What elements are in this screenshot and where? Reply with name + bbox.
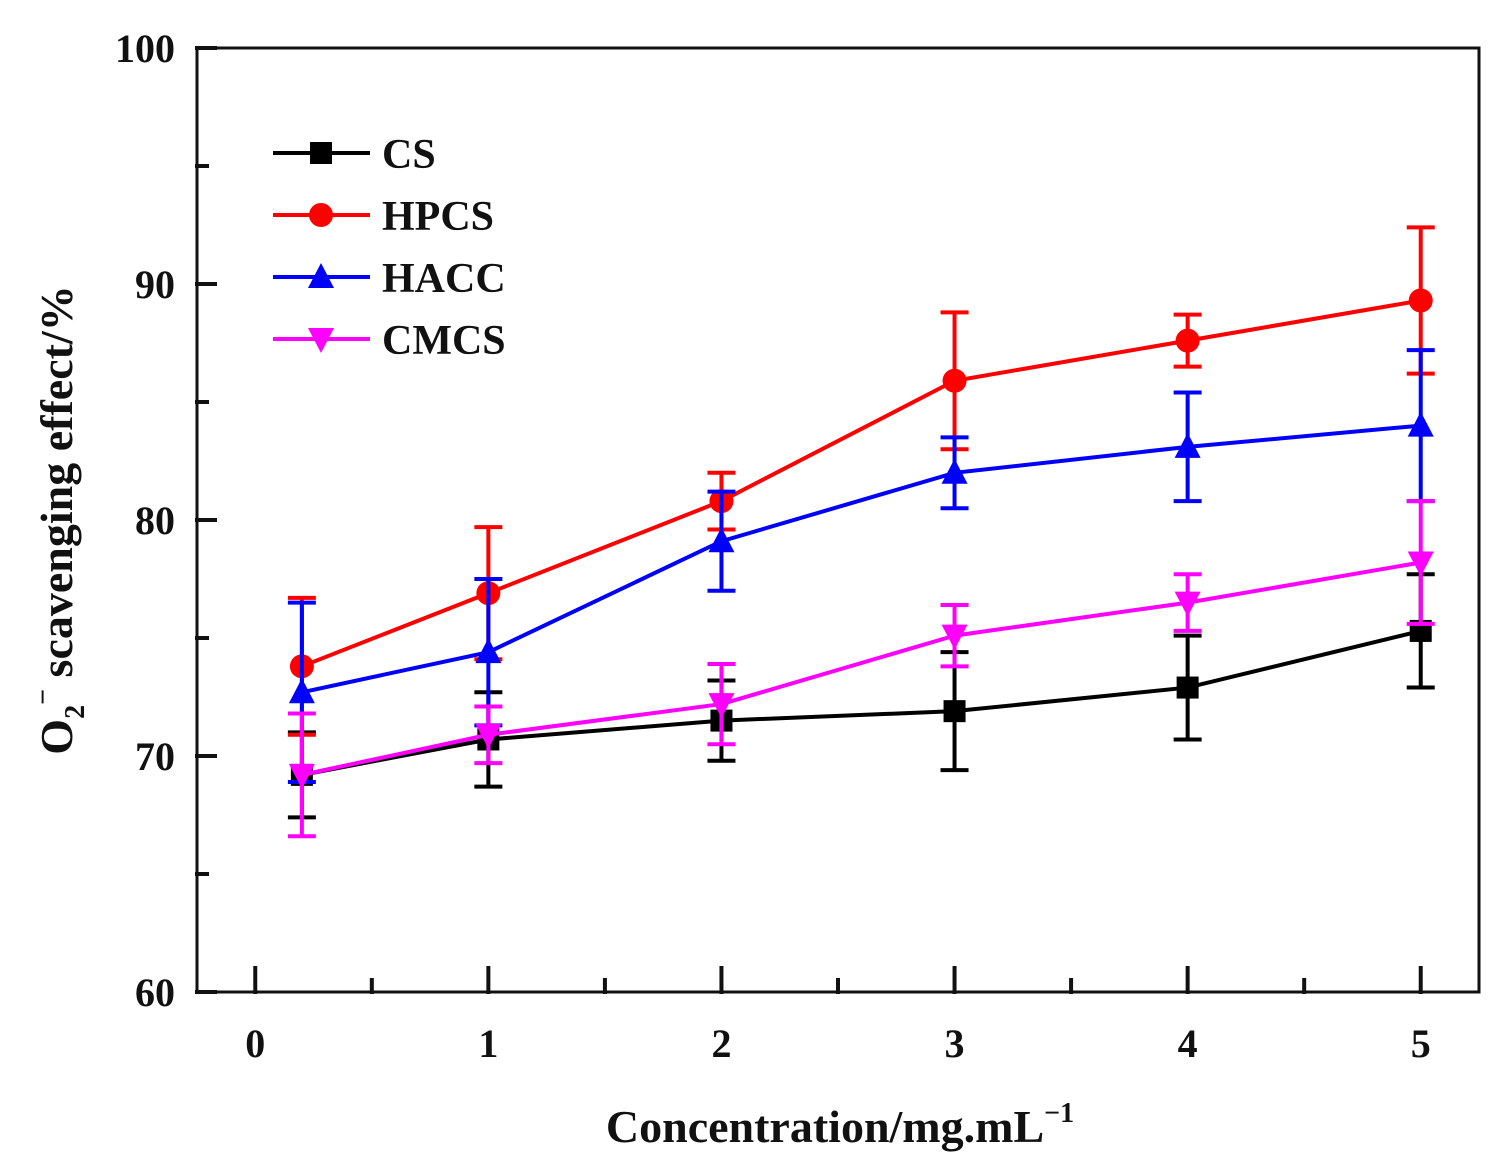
data-point-CMCS-3 xyxy=(941,624,968,650)
y-axis-label-sup: − xyxy=(28,689,59,705)
data-point-CMCS-1 xyxy=(475,723,502,749)
axis-ticks: 0 1 2 3 4 5 60 70 80 90 100 xyxy=(115,26,1431,1066)
legend-marker-CMCS xyxy=(308,328,334,353)
data-point-HACC-0 xyxy=(288,678,315,704)
series-line-CMCS xyxy=(301,560,1422,777)
y-axis-label-prefix: O xyxy=(31,719,82,755)
y-tick-label-60: 60 xyxy=(135,970,175,1015)
data-point-HPCS-4 xyxy=(1175,328,1200,353)
data-point-HACC-5 xyxy=(1407,411,1434,437)
legend-label-CS: CS xyxy=(382,132,436,178)
x-axis-label-sup: −1 xyxy=(1044,1098,1074,1129)
series-line-HPCS xyxy=(301,298,1422,669)
data-point-CS-4 xyxy=(1176,676,1199,699)
data-point-CMCS-2 xyxy=(708,693,735,719)
y-tick-label-80: 80 xyxy=(135,498,175,543)
y-axis-label-rest: scavenging effect/% xyxy=(31,285,82,689)
plot-area xyxy=(287,225,1435,839)
y-axis-label-sub: 2 xyxy=(60,705,91,719)
legend-marker-HPCS xyxy=(309,203,333,227)
x-tick-label-0: 0 xyxy=(245,1021,265,1066)
legend-marker-CS xyxy=(310,142,332,164)
legend-label-HACC: HACC xyxy=(382,256,506,302)
y-tick-label-100: 100 xyxy=(115,26,175,71)
x-tick-label-4: 4 xyxy=(1178,1021,1198,1066)
series-CS xyxy=(287,572,1435,820)
series-CMCS xyxy=(287,499,1435,839)
x-tick-label-5: 5 xyxy=(1411,1021,1431,1066)
y-tick-label-70: 70 xyxy=(135,734,175,779)
series-HACC xyxy=(287,348,1435,784)
legend-marker-HACC xyxy=(308,263,334,288)
plot-frame xyxy=(195,46,1481,994)
series-line-HACC xyxy=(301,423,1421,695)
legend-label-HPCS: HPCS xyxy=(382,194,494,240)
data-point-CMCS-5 xyxy=(1407,551,1434,577)
legend-label-CMCS: CMCS xyxy=(382,318,506,364)
legend: CS HPCS HACC CMCS xyxy=(273,132,506,364)
data-point-CMCS-4 xyxy=(1174,591,1201,617)
series-line-CS xyxy=(301,628,1422,777)
x-axis-label-main: Concentration/mg.mL xyxy=(606,1101,1044,1152)
x-axis-label: Concentration/mg.mL−1 xyxy=(606,1098,1074,1152)
y-axis-label: O2− scavenging effect/% xyxy=(28,285,91,754)
data-point-CS-3 xyxy=(943,700,966,723)
x-tick-label-2: 2 xyxy=(711,1021,731,1066)
data-point-HACC-3 xyxy=(941,458,968,484)
x-tick-label-1: 1 xyxy=(478,1021,498,1066)
data-point-HPCS-3 xyxy=(942,368,967,393)
data-point-HACC-4 xyxy=(1174,432,1201,458)
data-point-CMCS-0 xyxy=(288,763,315,789)
y-tick-label-90: 90 xyxy=(135,262,175,307)
data-point-HPCS-5 xyxy=(1408,288,1433,313)
x-tick-label-3: 3 xyxy=(945,1021,965,1066)
data-point-HACC-1 xyxy=(475,638,502,664)
data-point-HACC-2 xyxy=(708,527,735,553)
